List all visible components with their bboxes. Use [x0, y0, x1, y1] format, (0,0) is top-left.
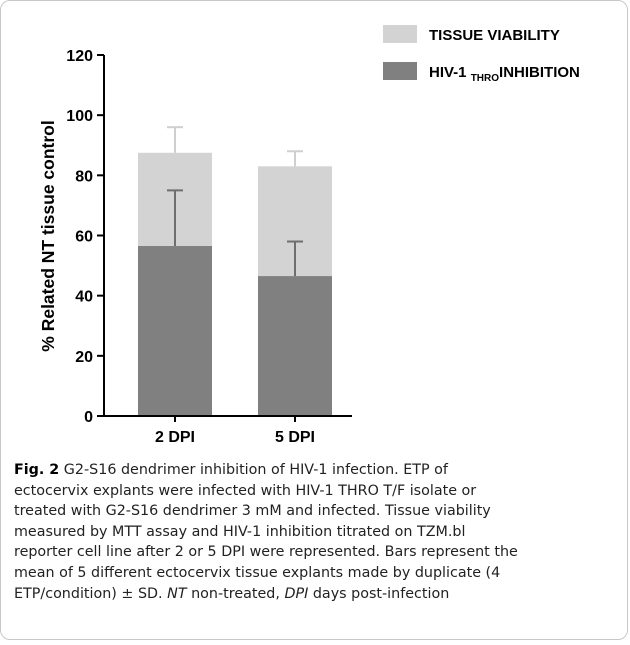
y-tick-label-120: 120	[66, 48, 93, 65]
caption-line-6: mean of 5 different ectocervix tissue ex…	[14, 564, 501, 581]
bar-hiv-inhibition-2	[258, 276, 332, 416]
y-tick-label-100: 100	[66, 108, 93, 125]
x-tick-label-1: 2 DPI	[155, 429, 195, 446]
legend-label-tissue-viability: TISSUE VIABILITY	[429, 27, 560, 44]
caption-line-1: G2-S16 dendrimer inhibition of HIV-1 inf…	[59, 462, 448, 478]
caption-figure-label: Fig. 2	[14, 462, 60, 478]
y-axis-label: % Related NT tissue control	[38, 120, 58, 351]
legend-swatch-hiv-inhibition	[383, 62, 417, 80]
y-tick-label-80: 80	[75, 168, 93, 185]
y-tick-label-40: 40	[75, 289, 93, 306]
caption-abbr-dpi: DPI	[284, 585, 309, 602]
plot-area: 0 20 40 60 80 100 120 2 DPI 5 DPI	[66, 48, 352, 446]
y-tick-label-20: 20	[75, 349, 93, 366]
caption-abbr-dpi-def: days post-infection	[308, 585, 450, 602]
caption-abbr-nt: NT	[167, 585, 187, 602]
legend-swatch-tissue-viability	[383, 25, 417, 43]
caption-line-3: treated with G2-S16 dendrimer 3 mM and i…	[14, 503, 491, 520]
legend-label-hiv-inhibition: HIV-1 THROINHIBITION	[429, 64, 580, 84]
figure-caption: Fig. 2 G2-S16 dendrimer inhibition of HI…	[14, 460, 619, 604]
legend: TISSUE VIABILITY HIV-1 THROINHIBITION	[383, 25, 580, 84]
caption-line-5: reporter cell line after 2 or 5 DPI were…	[14, 544, 518, 561]
caption-line-4: measured by MTT assay and HIV-1 inhibiti…	[14, 523, 466, 540]
bar-hiv-inhibition-1	[138, 246, 212, 416]
chart: 0 20 40 60 80 100 120 2 DPI 5 DPI % Related NT t…	[38, 25, 580, 446]
y-tick-label-60: 60	[75, 229, 93, 246]
caption-line-7: ETP/condition) ± SD.	[14, 585, 168, 602]
x-tick-label-2: 5 DPI	[275, 429, 315, 446]
y-tick-label-0: 0	[84, 409, 93, 426]
caption-abbr-nt-def: non-treated,	[186, 585, 285, 602]
caption-line-2: ectocervix explants were infected with H…	[14, 482, 477, 499]
